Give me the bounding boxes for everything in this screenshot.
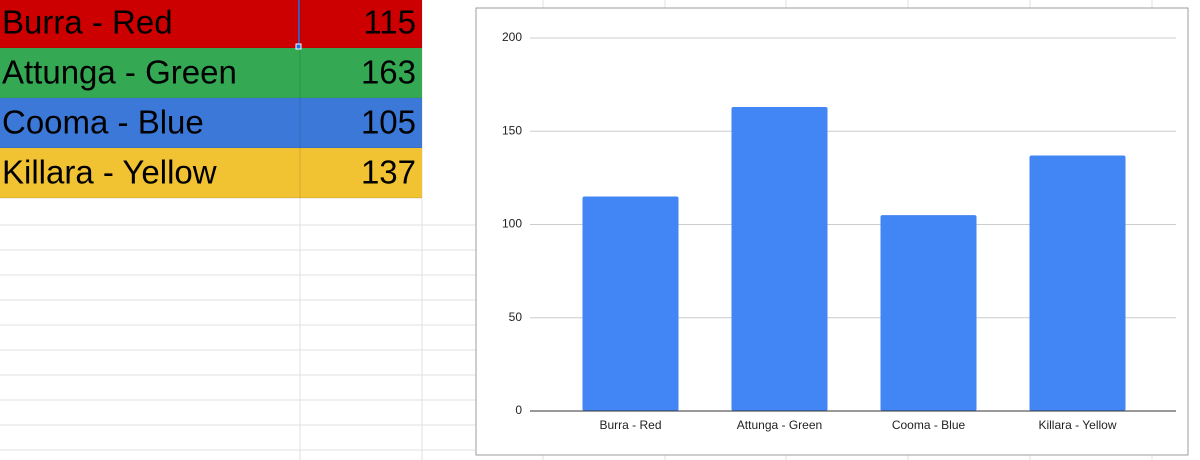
cell-value: 163 bbox=[361, 54, 416, 91]
y-tick-label: 150 bbox=[502, 123, 522, 137]
cell-label: Cooma - Blue bbox=[2, 104, 204, 141]
chart: 0 50 100 150 200 Burra - Red Attunga - Green Co… bbox=[502, 30, 1176, 432]
bar bbox=[582, 196, 679, 411]
y-tick-label: 100 bbox=[502, 217, 522, 231]
cell-value: 105 bbox=[361, 104, 416, 141]
row-fill bbox=[0, 98, 422, 148]
bar bbox=[880, 215, 977, 411]
cell-value: 115 bbox=[363, 4, 416, 41]
sheet-rows: Burra - Red 115 Attunga - Green 163 Cooma - … bbox=[0, 0, 422, 199]
bar bbox=[1029, 155, 1126, 411]
x-tick-label: Burra - Red bbox=[599, 418, 661, 432]
cell-value: 137 bbox=[361, 154, 416, 191]
x-tick-label: Cooma - Blue bbox=[892, 418, 966, 432]
row-fill bbox=[0, 0, 422, 48]
row-fill bbox=[0, 148, 422, 198]
cell-label: Killara - Yellow bbox=[2, 154, 217, 191]
x-tick-label: Attunga - Green bbox=[737, 418, 822, 432]
row-fill bbox=[0, 48, 422, 98]
selection-handle bbox=[295, 43, 302, 50]
x-tick-label: Killara - Yellow bbox=[1038, 418, 1116, 432]
bar bbox=[731, 107, 828, 411]
y-tick-label: 0 bbox=[515, 403, 522, 417]
y-tick-label: 50 bbox=[509, 310, 523, 324]
y-tick-label: 200 bbox=[502, 30, 522, 44]
cell-label: Burra - Red bbox=[2, 4, 173, 41]
cell-label: Attunga - Green bbox=[2, 54, 237, 91]
